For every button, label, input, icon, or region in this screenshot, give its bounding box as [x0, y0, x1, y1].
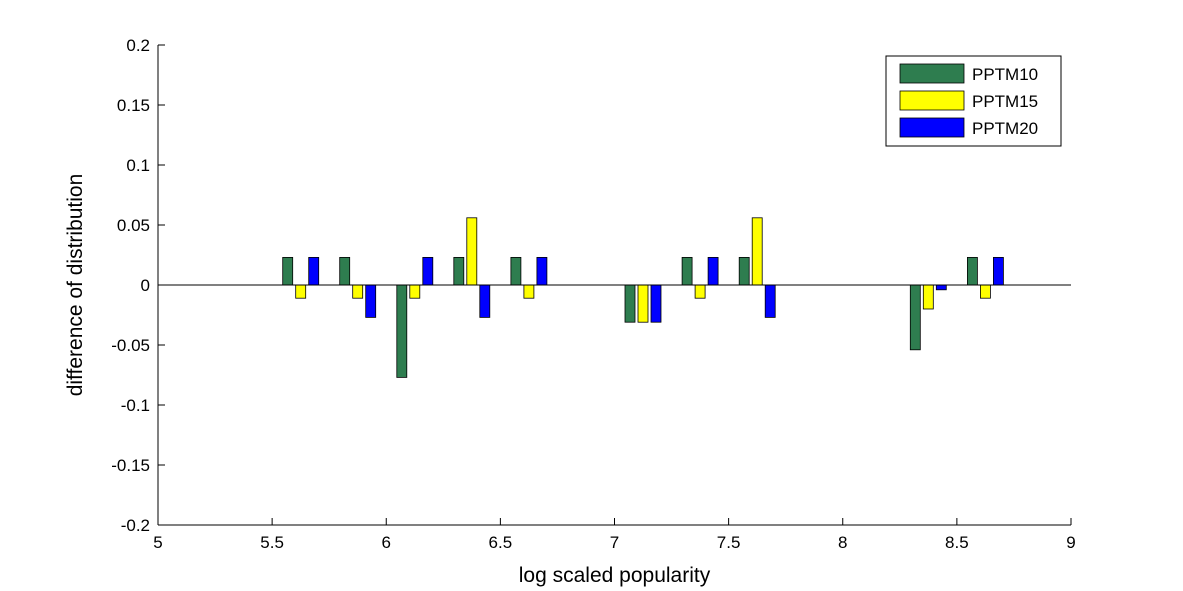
bar-pptm10-5 [624, 284, 636, 323]
y-tick-label: -0.05 [111, 336, 150, 355]
legend-swatch-pptm15 [899, 90, 965, 111]
bar-pptm10-3 [453, 256, 465, 286]
bar-pptm10-2 [396, 284, 408, 378]
legend-label-pptm15: PPTM15 [972, 92, 1038, 111]
bar-pptm20-6 [707, 256, 719, 286]
x-axis-label: log scaled popularity [519, 564, 711, 587]
bar-pptm20-3 [479, 284, 491, 318]
legend-label-pptm20: PPTM20 [972, 119, 1038, 138]
bar-pptm20-7 [764, 284, 776, 318]
bar-pptm10-9 [967, 256, 978, 286]
bar-pptm20-1 [365, 284, 377, 318]
bar-pptm20-4 [536, 256, 548, 286]
y-tick-label: 0.1 [126, 156, 150, 175]
x-tick-label: 7.5 [717, 533, 741, 552]
bar-pptm20-5 [650, 284, 662, 323]
y-tick-label: -0.1 [121, 396, 150, 415]
bar-pptm20-2 [422, 256, 434, 286]
x-tick-label: 8.5 [945, 533, 969, 552]
x-tick-label: 6 [382, 533, 391, 552]
bar-pptm10-0 [282, 256, 294, 286]
y-axis-label: difference of distribution [64, 174, 87, 397]
bar-pptm15-8 [922, 284, 934, 310]
legend: PPTM10 PPTM15 PPTM20 [885, 55, 1062, 147]
bar-pptm20-0 [308, 256, 320, 286]
x-tick-label: 5 [153, 533, 162, 552]
bar-pptm15-1 [352, 284, 364, 299]
bar-pptm10-4 [510, 256, 522, 286]
bar-pptm10-1 [339, 256, 351, 286]
x-tick-label: 7 [610, 533, 619, 552]
axes-layer: 5 5.5 6 6.5 7 7.5 8 8.5 9 -0.2 -0.15 -0.1 -0.05 0 0.05… [111, 36, 1075, 552]
bar-pptm15-2 [409, 284, 421, 299]
bar-pptm20-9 [993, 256, 1004, 286]
y-tick-label: 0 [141, 276, 150, 295]
y-tick-label: 0.15 [117, 96, 150, 115]
x-tick-label: 8 [838, 533, 847, 552]
y-tick-label: 0.05 [117, 216, 150, 235]
bar-pptm10-6 [681, 256, 693, 286]
bar-pptm15-3 [466, 217, 478, 286]
legend-label-pptm10: PPTM10 [972, 65, 1038, 84]
y-tick-label: 0.2 [126, 36, 150, 55]
bar-pptm15-5 [637, 284, 649, 323]
bar-pptm15-0 [295, 284, 307, 299]
x-tick-label: 6.5 [489, 533, 513, 552]
bar-pptm15-6 [694, 284, 706, 299]
bars-layer [282, 217, 1004, 378]
bar-pptm15-4 [523, 284, 535, 299]
x-tick-label: 9 [1066, 533, 1075, 552]
x-tick-label: 5.5 [260, 533, 284, 552]
bar-pptm10-8 [909, 284, 921, 351]
y-tick-label: -0.2 [121, 516, 150, 535]
bar-pptm20-8 [935, 284, 947, 291]
legend-swatch-pptm10 [899, 63, 965, 84]
y-tick-label: -0.15 [111, 456, 150, 475]
legend-swatch-pptm20 [899, 117, 965, 138]
bar-pptm15-9 [980, 284, 991, 299]
bar-pptm15-7 [751, 217, 763, 286]
bar-pptm10-7 [738, 256, 750, 286]
